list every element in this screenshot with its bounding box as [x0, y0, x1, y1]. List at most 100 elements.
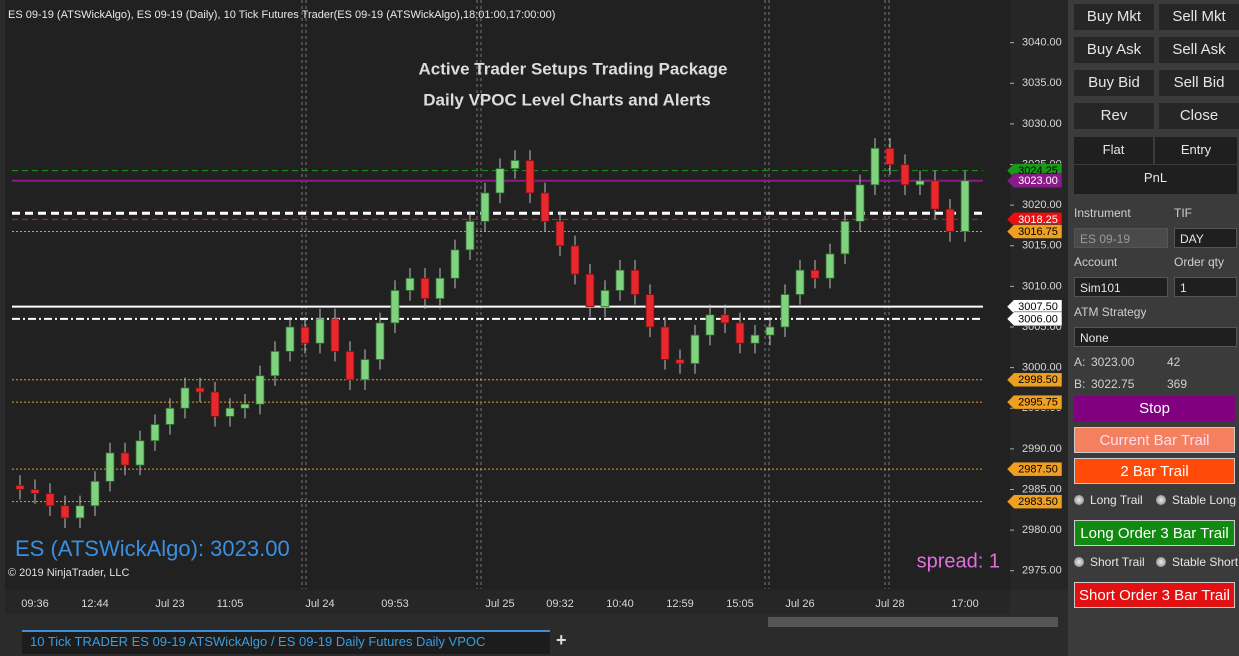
- candle-body: [915, 180, 925, 186]
- candle-body: [555, 220, 565, 247]
- candle-body: [285, 326, 295, 352]
- candle-body: [90, 480, 100, 507]
- y-tick-label: 3030.00: [1022, 118, 1062, 130]
- candle-body: [765, 326, 775, 336]
- x-tick-label: 09:32: [546, 598, 574, 610]
- atm-label: ATM Strategy: [1074, 305, 1147, 319]
- x-tick-label: 17:00: [951, 598, 979, 610]
- candle-body: [810, 269, 820, 279]
- candle-body: [630, 269, 640, 295]
- candle-body: [450, 249, 460, 279]
- level-tag: [1006, 311, 1063, 327]
- level-tag-label: 2998.50: [1018, 374, 1058, 386]
- account-select[interactable]: Sim101: [1074, 277, 1168, 297]
- entry: Entry: [1155, 137, 1237, 164]
- candle-body: [420, 277, 430, 299]
- x-tick-label: 11:05: [217, 598, 244, 610]
- copyright: © 2019 NinjaTrader, LLC: [8, 567, 129, 579]
- stable-short-label: Stable Short: [1172, 555, 1239, 569]
- two-bar-trail[interactable]: 2 Bar Trail: [1074, 458, 1235, 484]
- chart-subtitle: Daily VPOC Level Charts and Alerts: [423, 90, 711, 109]
- level-tag: [1006, 173, 1063, 189]
- y-tick-label: 3040.00: [1022, 37, 1062, 49]
- buy-mkt[interactable]: Buy Mkt: [1074, 4, 1154, 30]
- candle-body: [495, 168, 505, 194]
- x-tick-label: 12:44: [81, 598, 109, 610]
- sell-ask[interactable]: Sell Ask: [1159, 37, 1239, 63]
- candle-body: [195, 387, 205, 393]
- x-tick-label: Jul 25: [485, 598, 514, 610]
- candle-body: [795, 269, 805, 295]
- rev[interactable]: Rev: [1074, 103, 1154, 129]
- candle-body: [870, 147, 880, 186]
- candle-body: [720, 314, 730, 324]
- x-tick-label: 12:59: [666, 598, 694, 610]
- x-tick-label: Jul 23: [155, 598, 184, 610]
- level-tag-label: 2995.75: [1018, 397, 1058, 409]
- long-trail-radio[interactable]: Long Trail: [1074, 493, 1143, 507]
- short-order-button[interactable]: Short Order 3 Bar Trail: [1074, 582, 1235, 608]
- buy-ask[interactable]: Buy Ask: [1074, 37, 1154, 63]
- qty-label: Order qty: [1174, 255, 1225, 269]
- tab[interactable]: 10 Tick TRADER ES 09-19 ATSWickAlgo / ES…: [22, 630, 550, 654]
- chart-header: ES 09-19 (ATSWickAlgo), ES 09-19 (Daily)…: [8, 9, 555, 21]
- qty-input[interactable]: 1: [1174, 277, 1237, 297]
- candle-body: [135, 440, 145, 466]
- candle-body: [510, 160, 520, 169]
- sell-mkt[interactable]: Sell Mkt: [1159, 4, 1239, 30]
- close[interactable]: Close: [1159, 103, 1239, 129]
- candle-body: [360, 359, 370, 381]
- level-tag-label: 3007.50: [1018, 301, 1058, 313]
- x-tick-label: 09:36: [21, 598, 49, 610]
- stable-short-radio[interactable]: Stable Short: [1156, 555, 1239, 569]
- level-tag: [1006, 461, 1063, 477]
- ask-size: 42: [1167, 355, 1181, 369]
- stop-button[interactable]: Stop: [1074, 396, 1235, 422]
- buy-bid[interactable]: Buy Bid: [1074, 70, 1154, 96]
- price-axis: [1010, 0, 1068, 590]
- chart-title: Active Trader Setups Trading Package: [419, 59, 728, 78]
- time-axis: [5, 590, 1010, 614]
- spread: spread: 1: [917, 550, 1000, 572]
- atm-select[interactable]: None: [1074, 327, 1237, 347]
- sell-bid[interactable]: Sell Bid: [1159, 70, 1239, 96]
- y-tick-label: 3000.00: [1022, 362, 1062, 374]
- instrument-select[interactable]: ES 09-19: [1074, 228, 1168, 248]
- level-tag: [1006, 212, 1063, 227]
- current-bar-trail[interactable]: Current Bar Trail: [1074, 427, 1235, 453]
- candle-body: [75, 505, 85, 519]
- scrollbar[interactable]: [768, 617, 1058, 627]
- candle-body: [105, 452, 115, 482]
- x-tick-label: 10:40: [606, 598, 634, 610]
- long-order-button[interactable]: Long Order 3 Bar Trail: [1074, 520, 1235, 546]
- candle-body: [210, 391, 220, 417]
- ask-label: A:: [1074, 355, 1086, 369]
- candle-body: [645, 294, 655, 328]
- candle-body: [540, 192, 550, 222]
- short-trail-radio[interactable]: Short Trail: [1074, 555, 1145, 569]
- y-tick-label: 3015.00: [1022, 240, 1062, 252]
- candle-body: [30, 489, 40, 494]
- add-tab[interactable]: +: [556, 630, 567, 650]
- candle-body: [465, 220, 475, 251]
- candle-body: [120, 452, 130, 466]
- stable-long-radio[interactable]: Stable Long: [1156, 493, 1239, 507]
- candle-body: [840, 220, 850, 255]
- level-tag-label: 3018.25: [1018, 214, 1058, 226]
- candle-body: [330, 318, 340, 352]
- flat: Flat: [1074, 137, 1153, 164]
- tab-bar: 10 Tick TRADER ES 09-19 ATSWickAlgo / ES…: [0, 628, 1068, 656]
- account-label: Account: [1074, 255, 1118, 269]
- x-tick-label: Jul 26: [785, 598, 814, 610]
- candle-body: [960, 180, 970, 232]
- candle-body: [180, 387, 190, 409]
- level-tag: [1006, 224, 1063, 239]
- candle-body: [945, 208, 955, 232]
- x-tick-label: 15:05: [726, 598, 754, 610]
- candle-body: [930, 180, 940, 210]
- candle-body: [15, 485, 25, 490]
- ask-price: 3023.00: [1091, 355, 1135, 369]
- bid-label: B:: [1074, 377, 1086, 391]
- tif-select[interactable]: DAY: [1174, 228, 1237, 248]
